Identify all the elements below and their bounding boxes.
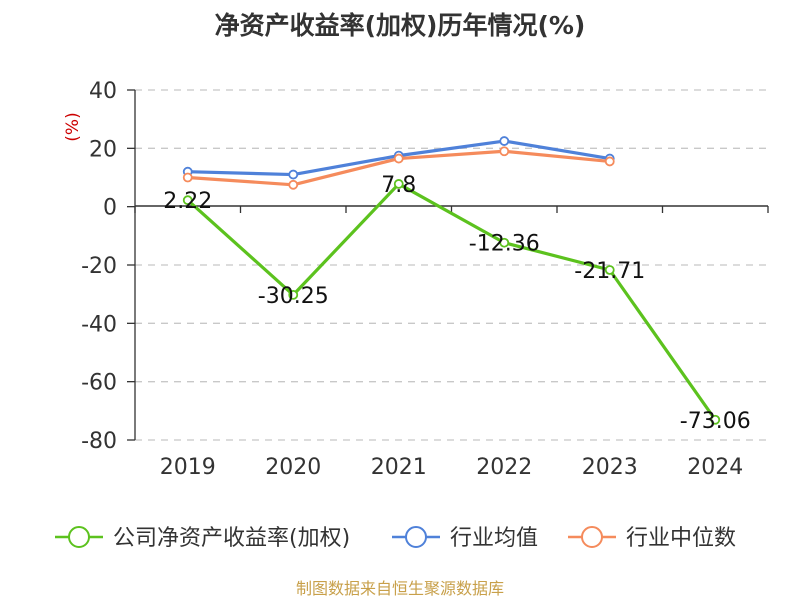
x-tick-label: 2021 xyxy=(371,455,427,480)
series-point-1 xyxy=(288,169,299,180)
x-tick-label: 2019 xyxy=(160,455,216,480)
series-point-2 xyxy=(604,156,615,167)
legend-marker-icon xyxy=(68,526,90,548)
series-point-0 xyxy=(710,414,721,425)
data-label: -73.06 xyxy=(680,409,751,434)
data-label: -21.71 xyxy=(574,259,645,284)
data-label: 2.22 xyxy=(163,189,212,214)
series-point-0 xyxy=(393,179,404,189)
y-tick-label: 20 xyxy=(89,137,117,162)
chart-title: 净资产收益率(加权)历年情况(%) xyxy=(215,11,586,40)
data-label: -12.36 xyxy=(469,232,540,257)
y-tick-label: -20 xyxy=(81,254,117,279)
legend-marker-icon xyxy=(405,526,427,548)
x-tick-label: 2022 xyxy=(476,455,532,480)
legend-label: 行业均值 xyxy=(450,526,538,551)
y-tick-label: 0 xyxy=(103,196,117,221)
y-axis-unit: (%) xyxy=(63,112,83,141)
x-tick-label: 2023 xyxy=(582,455,638,480)
y-tick-label: 40 xyxy=(89,79,117,104)
source-note: 制图数据来自恒生聚源数据库 xyxy=(296,579,504,598)
legend-label: 公司净资产收益率(加权) xyxy=(113,526,350,551)
series-point-0 xyxy=(499,237,510,248)
series-point-1 xyxy=(499,136,510,146)
legend-label: 行业中位数 xyxy=(626,526,736,551)
series-point-0 xyxy=(604,265,615,275)
grid-layer xyxy=(135,89,768,441)
series-point-0 xyxy=(288,289,299,300)
legend: 公司净资产收益率(加权) 行业均值 行业中位数 xyxy=(55,526,736,551)
axis-layer: 40 20 0 -20 -40 -60 -80 2019 2020 2021 2022 2023 202… xyxy=(81,79,769,480)
x-tick-label: 2020 xyxy=(265,455,321,480)
data-label: -30.25 xyxy=(258,284,329,309)
series-line-0 xyxy=(186,182,717,421)
legend-marker-icon xyxy=(581,526,603,548)
data-label: 7.8 xyxy=(381,173,416,198)
series-point-2 xyxy=(288,179,299,190)
data-label-layer: 2.22 -30.25 7.8 -12.36 -21.71 -73.06 xyxy=(163,173,750,434)
y-tick-label: -40 xyxy=(81,312,117,337)
x-tick-label: 2024 xyxy=(687,455,743,480)
series-layer xyxy=(182,136,721,425)
series-point-0 xyxy=(182,195,193,206)
y-tick-label: -60 xyxy=(81,371,117,396)
y-tick-label: -80 xyxy=(81,429,117,454)
series-point-2 xyxy=(393,153,404,164)
series-point-2 xyxy=(499,146,510,157)
series-point-2 xyxy=(182,172,193,183)
